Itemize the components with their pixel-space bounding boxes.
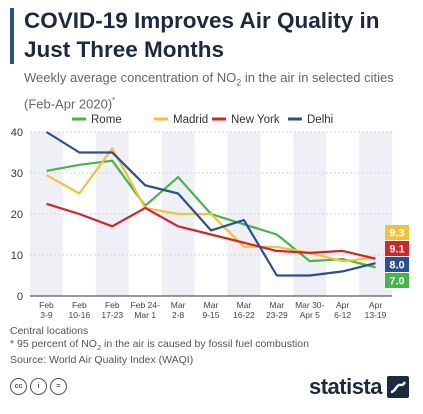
series-line	[45, 131, 376, 277]
x-tick-label-line: 3-9	[40, 310, 53, 320]
title-accent-bar	[10, 8, 14, 64]
x-tick-label-line: Feb	[105, 300, 120, 310]
subtitle-text-end: in the air in selected cities (Feb-Apr 2…	[24, 70, 394, 111]
x-tick-label-line: Mar	[204, 300, 219, 310]
footer-note-subscript: 2	[96, 343, 102, 353]
y-tick-label: 20	[11, 209, 23, 221]
end-value-badge	[385, 257, 409, 272]
chart-subtitle: Weekly average concentration of NO2 in t…	[24, 69, 414, 112]
x-tick-label-line: Apr	[336, 300, 349, 310]
subtitle-text: Weekly average concentration of NO	[24, 70, 237, 85]
end-value-badge	[385, 225, 409, 240]
x-tick-label: Mar 16-22	[233, 300, 255, 320]
end-value-label: 8.0	[389, 260, 404, 272]
x-tick-label-line: Mar	[237, 300, 252, 310]
chart-footer: Central locations * 95 percent of NO2 in…	[10, 325, 309, 367]
x-tick-label-line: Feb	[72, 300, 87, 310]
x-tick-label-line: Mar 30-	[295, 300, 324, 310]
x-tick-label: Feb 10-16	[68, 300, 90, 320]
x-tick-label-line: 16-22	[233, 310, 255, 320]
y-tick-label: 0	[17, 291, 23, 303]
end-value-badge	[385, 273, 409, 288]
x-tick-label-line: 23-29	[266, 310, 288, 320]
x-tick-label-line: Mar 1	[134, 310, 156, 320]
chart-title: COVID-19 Improves Air Quality in Just Th…	[24, 8, 380, 62]
footer-note-text: * 95 percent of NO	[10, 338, 97, 350]
x-tick-label-line: Mar	[269, 300, 284, 310]
legend-label: Rome	[91, 114, 122, 126]
x-tick-label: Mar 23-29	[266, 300, 288, 320]
x-tick-label: Mar 9-15	[202, 300, 219, 320]
footer-note-locations: Central locations	[10, 325, 89, 337]
x-tick-label: Feb 17-23	[101, 300, 123, 320]
x-tick-label: Mar 2-8	[171, 300, 186, 320]
subtitle-subscript: 2	[236, 77, 242, 88]
footer-source: Source: World Air Quality Index (WAQI)	[10, 354, 194, 367]
end-value-badge	[385, 241, 409, 256]
x-tick-label-line: 6-12	[334, 310, 351, 320]
footer-note-text-end: in the air is caused by fossil fuel comb…	[101, 338, 309, 350]
x-tick-label-line: 2-8	[172, 310, 185, 320]
x-tick-label: Mar 30-Apr 5	[295, 300, 324, 320]
end-value-label: 9.3	[389, 228, 404, 240]
x-tick-label: Apr 6-12	[334, 300, 351, 320]
end-value-label: 9.1	[389, 244, 404, 256]
statista-wave-icon	[387, 376, 409, 398]
x-tick-label-line: Apr 5	[300, 310, 321, 320]
x-tick-label-line: 13-19	[365, 310, 387, 320]
y-tick-label: 40	[11, 127, 23, 139]
statista-logo[interactable]: statista	[309, 374, 409, 400]
x-tick-label-line: 9-15	[202, 310, 219, 320]
legend-label: Madrid	[173, 114, 208, 126]
footer-note-fossil-fuel: * 95 percent of NO2 in the air is caused…	[10, 338, 309, 354]
x-tick-label-line: Apr	[369, 300, 382, 310]
x-tick-label: Feb 24-Mar 1	[131, 300, 160, 320]
x-tick-label-line: Feb	[39, 300, 54, 310]
series-line	[46, 202, 376, 260]
subtitle-note-mark: *	[112, 95, 116, 105]
no-derivatives-icon[interactable]: =	[50, 378, 67, 395]
y-tick-label: 30	[11, 168, 23, 180]
attribution-icon[interactable]: i	[30, 378, 47, 395]
brand-name: statista	[308, 374, 383, 399]
creative-commons-icon[interactable]: cc	[10, 378, 27, 395]
x-tick-label: Apr 13-19	[365, 300, 387, 320]
license-icons: cc i =	[10, 378, 67, 395]
legend-label: New York	[231, 114, 280, 126]
series-line	[45, 147, 376, 263]
x-tick-label-line: 10-16	[68, 310, 90, 320]
end-value-label: 7.0	[389, 276, 404, 288]
legend-label: Delhi	[307, 114, 333, 126]
x-tick-label-line: Feb 24-	[131, 300, 160, 310]
y-tick-label: 10	[11, 250, 23, 262]
x-tick-label-line: Mar	[171, 300, 186, 310]
x-tick-label: Feb 3-9	[39, 300, 54, 320]
x-tick-label-line: 17-23	[101, 310, 123, 320]
